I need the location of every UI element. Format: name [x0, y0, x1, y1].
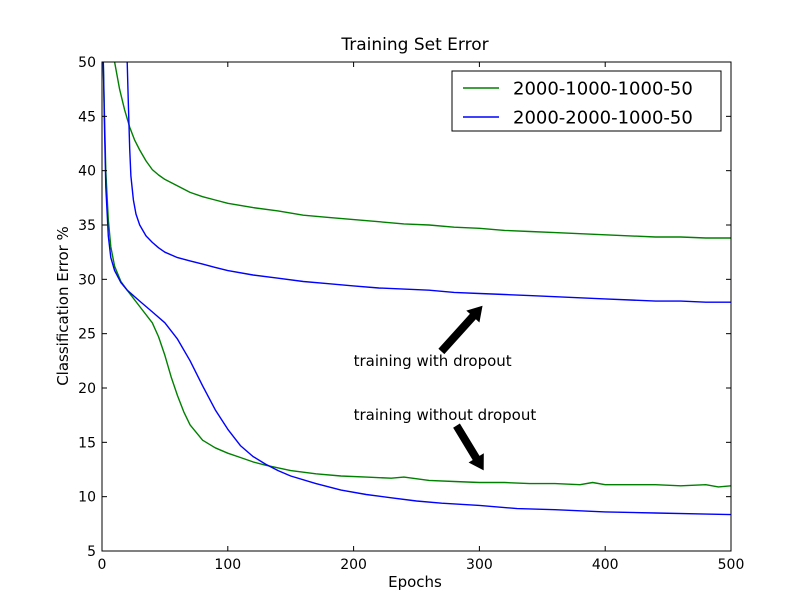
series-group: [102, 62, 731, 516]
series-line-1: [126, 62, 731, 303]
legend-box: [451, 70, 722, 132]
x-tick-label: 500: [718, 557, 745, 573]
legend: 2000-1000-1000-50 2000-2000-1000-50: [451, 70, 722, 132]
axes-frame: [101, 61, 732, 552]
y-tick-label: 5: [87, 544, 96, 560]
annotation-label: training with dropout: [354, 352, 512, 370]
y-tick-label: 20: [78, 381, 96, 397]
annotation-label: training without dropout: [354, 406, 537, 424]
y-tick-label: 15: [78, 435, 96, 451]
y-tick-label: 40: [78, 164, 96, 180]
y-tick-label: 45: [78, 109, 96, 125]
y-axis-label: Classification Error %: [54, 226, 72, 386]
annotation-arrow-0: [438, 305, 483, 355]
series-line-0: [113, 62, 731, 239]
y-tick-label: 10: [78, 490, 96, 506]
legend-label: 2000-2000-1000-50: [513, 108, 693, 129]
y-tick-label: 50: [78, 55, 96, 71]
x-axis-label: Epochs: [388, 573, 442, 591]
series-line-3: [102, 62, 731, 516]
chart-title: Training Set Error: [340, 35, 488, 55]
plot-area: 0 100 200 300 400 500 5 10 15 20 25 30 35 40 45 50 train…: [78, 55, 744, 573]
y-tick-label: 30: [78, 272, 96, 288]
y-tick-label: 25: [78, 327, 96, 343]
x-tick-label: 400: [592, 557, 619, 573]
x-tick-label: 0: [98, 557, 107, 573]
x-tick-label: 100: [214, 557, 241, 573]
legend-label: 2000-1000-1000-50: [513, 79, 693, 100]
annotation-arrow-1: [453, 423, 484, 471]
x-tick-label: 300: [466, 557, 493, 573]
x-tick-label: 200: [340, 557, 367, 573]
y-tick-label: 35: [78, 218, 96, 234]
